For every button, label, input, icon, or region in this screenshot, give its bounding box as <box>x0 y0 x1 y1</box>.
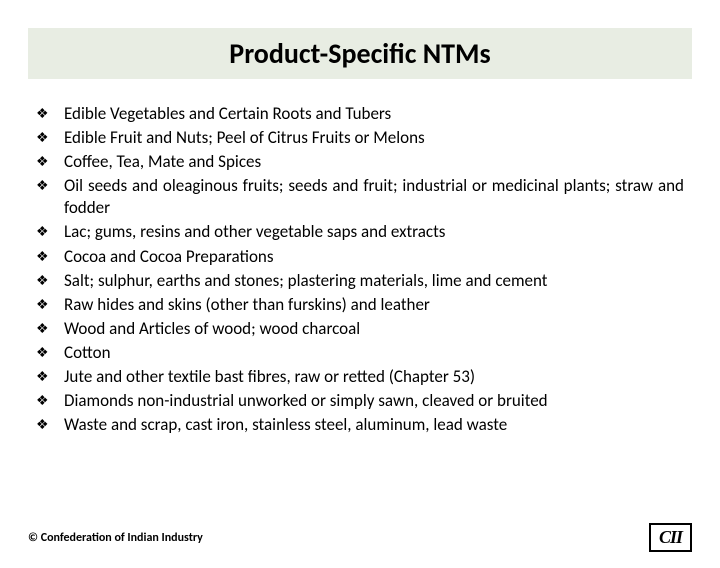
list-item: ❖ Jute and other textile bast fibres, ra… <box>36 366 684 388</box>
list-item: ❖ Raw hides and skins (other than furski… <box>36 294 684 316</box>
bullet-icon: ❖ <box>36 221 64 241</box>
bullet-icon: ❖ <box>36 246 64 266</box>
copyright-text: © Confederation of Indian Industry <box>28 531 203 545</box>
item-text: Raw hides and skins (other than furskins… <box>64 294 684 316</box>
bullet-icon: ❖ <box>36 294 64 314</box>
bullet-icon: ❖ <box>36 390 64 410</box>
list-item: ❖ Waste and scrap, cast iron, stainless … <box>36 414 684 436</box>
list-item: ❖ Coffee, Tea, Mate and Spices <box>36 151 684 173</box>
item-text: Salt; sulphur, earths and stones; plaste… <box>64 270 684 292</box>
bullet-icon: ❖ <box>36 127 64 147</box>
item-text: Edible Fruit and Nuts; Peel of Citrus Fr… <box>64 127 684 149</box>
item-text: Waste and scrap, cast iron, stainless st… <box>64 414 684 436</box>
list-item: ❖ Edible Fruit and Nuts; Peel of Citrus … <box>36 127 684 149</box>
cii-logo: CII <box>649 523 692 552</box>
list-item: ❖ Oil seeds and oleaginous fruits; seeds… <box>36 175 684 219</box>
item-text: Oil seeds and oleaginous fruits; seeds a… <box>64 175 684 219</box>
list-item: ❖ Lac; gums, resins and other vegetable … <box>36 221 684 243</box>
bullet-list: ❖ Edible Vegetables and Certain Roots an… <box>36 103 684 436</box>
list-item: ❖ Edible Vegetables and Certain Roots an… <box>36 103 684 125</box>
item-text: Cotton <box>64 342 684 364</box>
item-text: Lac; gums, resins and other vegetable sa… <box>64 221 684 243</box>
bullet-icon: ❖ <box>36 366 64 386</box>
list-item: ❖ Salt; sulphur, earths and stones; plas… <box>36 270 684 292</box>
item-text: Wood and Articles of wood; wood charcoal <box>64 318 684 340</box>
bullet-icon: ❖ <box>36 103 64 123</box>
title-bar: Product-Specific NTMs <box>28 28 692 79</box>
slide-title: Product-Specific NTMs <box>28 36 692 71</box>
bullet-icon: ❖ <box>36 318 64 338</box>
bullet-icon: ❖ <box>36 175 64 195</box>
bullet-icon: ❖ <box>36 414 64 434</box>
list-item: ❖ Cocoa and Cocoa Preparations <box>36 246 684 268</box>
item-text: Cocoa and Cocoa Preparations <box>64 246 684 268</box>
bullet-icon: ❖ <box>36 151 64 171</box>
item-text: Coffee, Tea, Mate and Spices <box>64 151 684 173</box>
item-text: Jute and other textile bast fibres, raw … <box>64 366 684 388</box>
list-item: ❖ Wood and Articles of wood; wood charco… <box>36 318 684 340</box>
item-text: Edible Vegetables and Certain Roots and … <box>64 103 684 125</box>
list-item: ❖ Cotton <box>36 342 684 364</box>
footer: © Confederation of Indian Industry CII <box>28 523 692 552</box>
bullet-icon: ❖ <box>36 342 64 362</box>
bullet-icon: ❖ <box>36 270 64 290</box>
item-text: Diamonds non-industrial unworked or simp… <box>64 390 684 412</box>
list-item: ❖ Diamonds non-industrial unworked or si… <box>36 390 684 412</box>
